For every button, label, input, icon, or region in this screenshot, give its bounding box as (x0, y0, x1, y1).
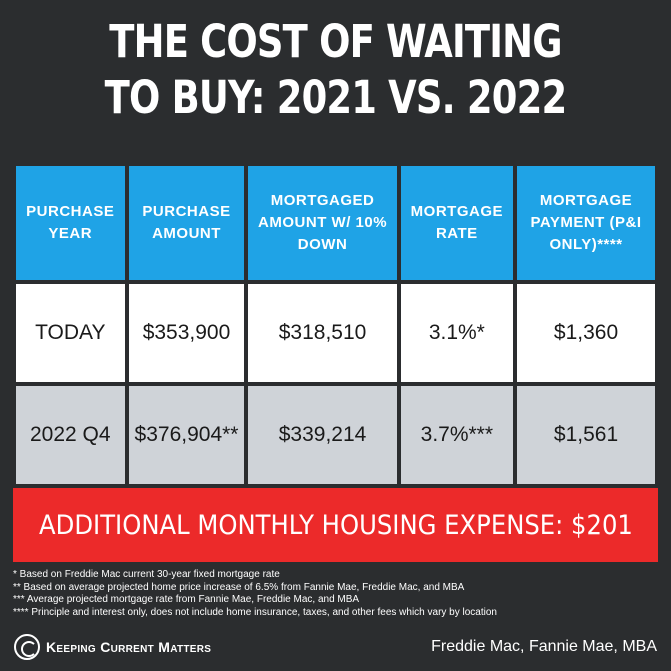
title-line-1: THE COST OF WAITING (109, 15, 562, 68)
brand-name: Keeping Current Matters (46, 639, 212, 655)
footnote: * Based on Freddie Mac current 30-year f… (13, 569, 280, 580)
cell-mortgage-payment: $1,360 (517, 284, 655, 382)
additional-expense-banner: ADDITIONAL MONTHLY HOUSING EXPENSE: $201 (13, 488, 658, 562)
cost-comparison-table: PURCHASE YEAR PURCHASE AMOUNT MORTGAGED … (12, 162, 659, 488)
banner-text: ADDITIONAL MONTHLY HOUSING EXPENSE: $201 (38, 509, 633, 541)
cell-mortgage-rate: 3.7%*** (400, 386, 514, 484)
footnote: **** Principle and interest only, does n… (13, 606, 497, 618)
source-credit: Freddie Mac, Fannie Mae, MBA (431, 638, 657, 655)
page-title: THE COST OF WAITING TO BUY: 2021 VS. 202… (60, 14, 610, 126)
footnotes: * Based on Freddie Mac current 30-year f… (13, 569, 653, 619)
cell-purchase-amount: $353,900 (128, 284, 245, 382)
header-mortgaged-amount: MORTGAGED AMOUNT W/ 10% DOWN (248, 166, 397, 280)
cell-purchase-amount: $376,904** (128, 386, 245, 484)
cell-mortgage-rate: 3.1%* (400, 284, 514, 382)
cell-mortgaged-amount: $339,214 (248, 386, 397, 484)
brand-logo: Keeping Current Matters (14, 634, 211, 660)
title-line-2: TO BUY: 2021 VS. 2022 (104, 71, 567, 124)
table-row: 2022 Q4 $376,904** $339,214 3.7%*** $1,5… (16, 386, 655, 484)
cell-purchase-year: 2022 Q4 (16, 386, 125, 484)
header-purchase-year: PURCHASE YEAR (16, 166, 125, 280)
table-row: TODAY $353,900 $318,510 3.1%* $1,360 (16, 284, 655, 382)
footnote: ** Based on average projected home price… (13, 581, 465, 593)
header-mortgage-payment: MORTGAGE PAYMENT (P&I ONLY)**** (517, 166, 655, 280)
kcm-logo-icon (14, 634, 40, 660)
header-purchase-amount: PURCHASE AMOUNT (128, 166, 245, 280)
cell-mortgage-payment: $1,561 (517, 386, 655, 484)
footnote: *** Average projected mortgage rate from… (13, 594, 360, 605)
table-header-row: PURCHASE YEAR PURCHASE AMOUNT MORTGAGED … (16, 166, 655, 280)
header-mortgage-rate: MORTGAGE RATE (400, 166, 514, 280)
cell-mortgaged-amount: $318,510 (248, 284, 397, 382)
cell-purchase-year: TODAY (16, 284, 125, 382)
